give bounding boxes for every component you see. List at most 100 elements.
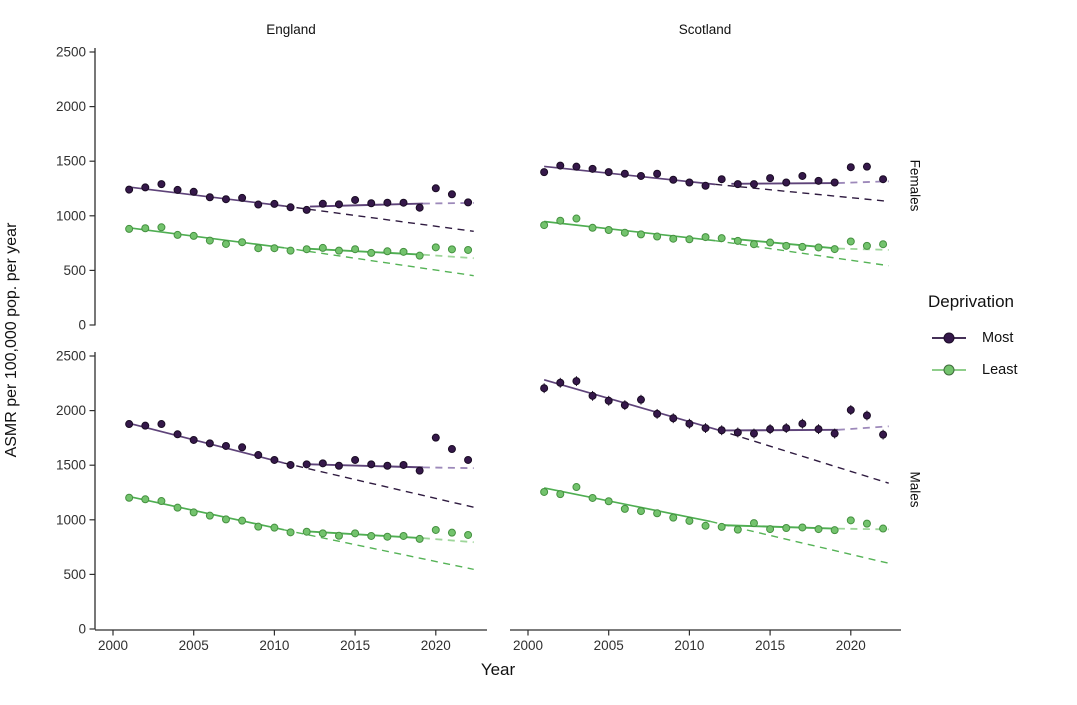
data-point (351, 529, 360, 538)
data-point (636, 171, 645, 180)
y-tick-label: 2000 (56, 403, 86, 418)
legend-item-least: Least (924, 358, 1074, 382)
data-point (653, 169, 662, 178)
data-point (318, 199, 327, 208)
data-point (189, 187, 198, 196)
y-tick-label: 1500 (56, 458, 86, 473)
data-point (653, 409, 662, 418)
data-point (286, 246, 295, 255)
data-point (846, 237, 855, 246)
data-point (270, 455, 279, 464)
data-point (798, 523, 807, 532)
data-point (701, 233, 710, 242)
data-point (464, 245, 473, 254)
pre-trend-line (129, 226, 285, 249)
data-point (717, 175, 726, 184)
y-tick-label: 2500 (56, 45, 86, 60)
data-point (447, 245, 456, 254)
x-tick-label: 2005 (179, 638, 209, 653)
data-point (415, 251, 424, 260)
data-point (814, 525, 823, 534)
data-point (540, 168, 549, 177)
post-trend-dashed-line (422, 466, 474, 470)
panel-england-males (125, 420, 474, 571)
data-point (157, 497, 166, 506)
y-tick-label: 0 (78, 622, 86, 637)
data-point (157, 223, 166, 232)
x-axis-title: Year (480, 660, 516, 679)
legend-title: Deprivation (928, 292, 1014, 311)
y-tick-label: 0 (78, 318, 86, 333)
data-point (604, 396, 613, 405)
data-point (399, 531, 408, 540)
x-tick-label: 2010 (674, 638, 704, 653)
facet-strip-england: England (266, 22, 316, 37)
data-point (302, 527, 311, 536)
data-point (141, 224, 150, 233)
data-point (415, 534, 424, 543)
x-tick-label: 2010 (259, 638, 289, 653)
x-tick-label: 2015 (755, 638, 785, 653)
data-point (351, 245, 360, 254)
data-point (588, 164, 597, 173)
data-point (846, 163, 855, 172)
data-point (669, 513, 678, 522)
data-point (205, 193, 214, 202)
pre-trend-line (543, 487, 711, 523)
data-point (717, 426, 726, 435)
data-point (572, 483, 581, 492)
data-point (588, 493, 597, 502)
y-tick-label: 1500 (56, 154, 86, 169)
facet-strip-scotland: Scotland (678, 22, 732, 37)
data-point (270, 523, 279, 532)
data-point (125, 185, 134, 194)
data-point (318, 243, 327, 252)
data-point (685, 235, 694, 244)
post-trend-dashed-line (422, 537, 474, 544)
data-point (653, 509, 662, 518)
data-point (814, 243, 823, 252)
x-tick-label: 2005 (594, 638, 624, 653)
data-point (879, 240, 888, 249)
data-point (254, 244, 263, 253)
data-point (556, 490, 565, 499)
data-point (749, 180, 758, 189)
data-point (302, 460, 311, 469)
counterfactual-dashed-line (283, 462, 474, 508)
data-point (830, 245, 839, 254)
data-point (157, 180, 166, 189)
data-point (717, 522, 726, 531)
data-point (464, 198, 473, 207)
data-point (620, 504, 629, 513)
data-point (367, 460, 376, 469)
data-point (830, 429, 839, 438)
data-point (318, 459, 327, 468)
data-point (221, 441, 230, 450)
data-point (669, 175, 678, 184)
counterfactual-dashed-line (283, 247, 474, 277)
data-point (367, 248, 376, 257)
data-point (604, 168, 613, 177)
data-point (701, 181, 710, 190)
counterfactual-dashed-line (715, 240, 889, 267)
y-tick-label: 1000 (56, 512, 86, 527)
data-point (125, 224, 134, 233)
data-point (189, 231, 198, 240)
data-point (636, 395, 645, 404)
data-point (383, 461, 392, 470)
data-point (157, 420, 166, 429)
counterfactual-dashed-line (715, 183, 889, 203)
data-point (604, 497, 613, 506)
data-point (733, 236, 742, 245)
data-point (572, 162, 581, 171)
data-point (173, 503, 182, 512)
legend-label-most: Most (982, 330, 1014, 346)
data-point (334, 461, 343, 470)
data-point (701, 424, 710, 433)
data-point (399, 198, 408, 207)
data-point (383, 198, 392, 207)
data-point (830, 178, 839, 187)
data-point (669, 234, 678, 243)
data-point (556, 216, 565, 225)
